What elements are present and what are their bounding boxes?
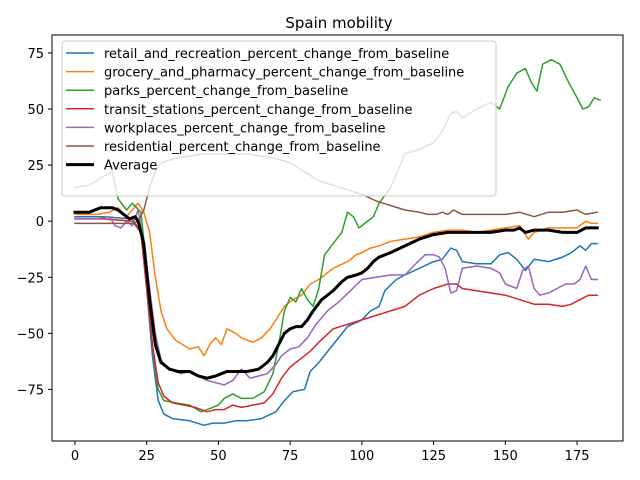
y-tick-label-2: −25 [17, 271, 44, 286]
x-tick-label-5: 125 [421, 449, 446, 464]
x-tick-label-3: 75 [282, 449, 299, 464]
legend-label-2: parks_percent_change_from_baseline [104, 84, 348, 99]
y-tick-label-3: 0 [36, 215, 44, 230]
x-tick-label-1: 25 [138, 449, 155, 464]
legend-label-1: grocery_and_pharmacy_percent_change_from… [104, 66, 464, 81]
y-tick-label-1: −50 [17, 327, 44, 342]
x-tick-label-4: 100 [349, 449, 374, 464]
chart-title: Spain mobility [285, 14, 392, 32]
y-tick-label-4: 25 [27, 159, 44, 174]
x-tick-label-0: 0 [71, 449, 79, 464]
legend-label-3: transit_stations_percent_change_from_bas… [104, 103, 412, 118]
legend: retail_and_recreation_percent_change_fro… [62, 41, 496, 196]
x-axis-ticks: 0 25 50 75 100 125 150 175 [71, 441, 590, 464]
x-tick-label-6: 150 [493, 449, 518, 464]
y-tick-label-0: −75 [17, 383, 44, 398]
y-axis-ticks: −75 −50 −25 0 25 50 75 [17, 47, 52, 398]
x-tick-label-7: 175 [565, 449, 590, 464]
y-tick-label-5: 50 [27, 103, 44, 118]
x-tick-label-2: 50 [210, 449, 227, 464]
y-tick-label-6: 75 [27, 47, 44, 62]
legend-label-5: residential_percent_change_from_baseline [104, 140, 381, 155]
legend-label-4: workplaces_percent_change_from_baseline [104, 121, 386, 136]
legend-label-6: Average [104, 159, 157, 174]
legend-label-0: retail_and_recreation_percent_change_fro… [104, 47, 449, 62]
